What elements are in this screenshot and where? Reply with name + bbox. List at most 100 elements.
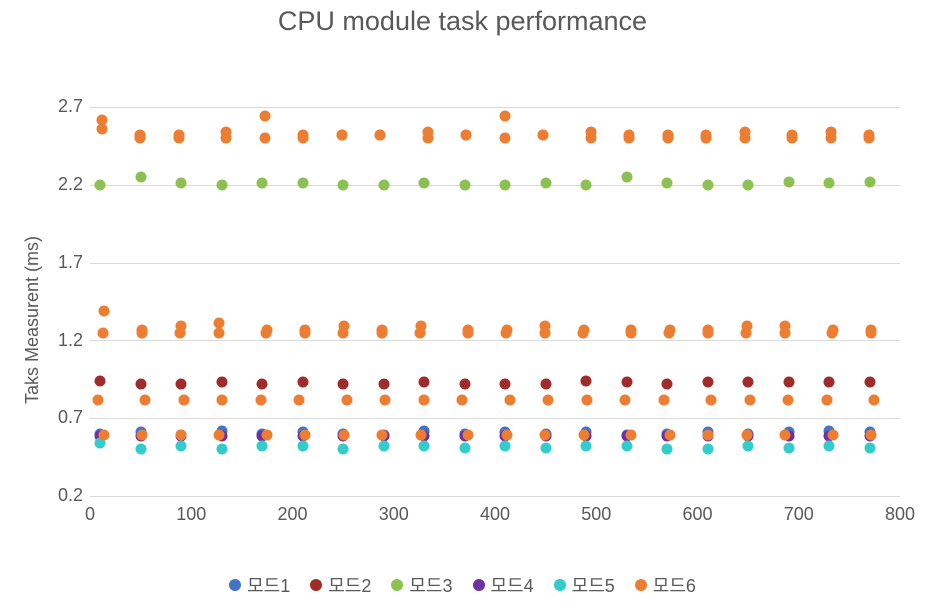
chart-legend: 모드1 모드2 모드3 모드4 모드5 모드6 [0,572,925,598]
legend-item: 모드6 [635,572,696,598]
data-point [259,133,270,144]
data-point [543,394,554,405]
x-tick-label: 500 [571,504,621,525]
data-point [581,375,592,386]
data-point [221,133,232,144]
data-point [780,430,791,441]
y-tick-label: 1.7 [38,252,83,273]
data-point [662,444,673,455]
legend-dot-icon [473,579,485,591]
data-point [419,377,430,388]
data-point [216,444,227,455]
legend-item: 모드4 [473,572,534,598]
data-point [257,178,268,189]
legend-item: 모드1 [229,572,290,598]
data-point [95,375,106,386]
data-point [865,327,876,338]
data-point [257,379,268,390]
data-point [662,178,673,189]
data-point [620,394,631,405]
data-point [824,377,835,388]
x-tick-label: 800 [875,504,925,525]
data-point [864,176,875,187]
legend-dot-icon [635,579,647,591]
data-point [864,133,875,144]
data-point [261,430,272,441]
y-tick-label: 1.2 [38,330,83,351]
y-gridline [90,496,900,497]
data-point [626,430,637,441]
y-gridline [90,418,900,419]
data-point [459,379,470,390]
y-tick-label: 2.7 [38,96,83,117]
data-point [297,178,308,189]
data-point [783,442,794,453]
data-point [419,178,430,189]
data-point [864,442,875,453]
chart-container: CPU module task performance Taks Measure… [0,0,925,612]
data-point [540,178,551,189]
data-point [378,441,389,452]
data-point [136,327,147,338]
data-point [96,123,107,134]
data-point [824,178,835,189]
data-point [824,441,835,452]
plot-area [90,76,900,496]
data-point [375,130,386,141]
y-tick-label: 0.7 [38,407,83,428]
data-point [299,327,310,338]
data-point [702,179,713,190]
data-point [827,327,838,338]
data-point [418,394,429,405]
data-point [135,379,146,390]
data-point [621,377,632,388]
data-point [585,133,596,144]
legend-label: 모드5 [572,572,615,598]
legend-item: 모드3 [391,572,452,598]
data-point [380,394,391,405]
data-point [664,327,675,338]
data-point [866,430,877,441]
legend-dot-icon [554,579,566,591]
data-point [140,394,151,405]
data-point [741,430,752,441]
x-tick-label: 400 [470,504,520,525]
data-point [625,327,636,338]
data-point [173,133,184,144]
data-point [578,327,589,338]
data-point [176,178,187,189]
data-point [701,133,712,144]
data-point [137,430,148,441]
data-point [175,327,186,338]
data-point [176,379,187,390]
data-point [539,327,550,338]
data-point [779,327,790,338]
data-point [341,394,352,405]
data-point [176,441,187,452]
data-point [294,394,305,405]
data-point [178,394,189,405]
data-point [300,430,311,441]
data-point [255,394,266,405]
data-point [461,130,472,141]
data-point [825,133,836,144]
data-point [501,327,512,338]
data-point [540,430,551,441]
data-point [95,179,106,190]
legend-dot-icon [229,579,241,591]
legend-item: 모드5 [554,572,615,598]
data-point [297,377,308,388]
data-point [500,379,511,390]
legend-label: 모드2 [328,572,371,598]
data-point [135,444,146,455]
data-point [624,133,635,144]
legend-dot-icon [310,579,322,591]
data-point [662,379,673,390]
x-tick-label: 700 [774,504,824,525]
data-point [783,377,794,388]
x-tick-label: 600 [673,504,723,525]
x-tick-label: 0 [65,504,115,525]
data-point [538,130,549,141]
y-gridline [90,107,900,108]
legend-dot-icon [391,579,403,591]
